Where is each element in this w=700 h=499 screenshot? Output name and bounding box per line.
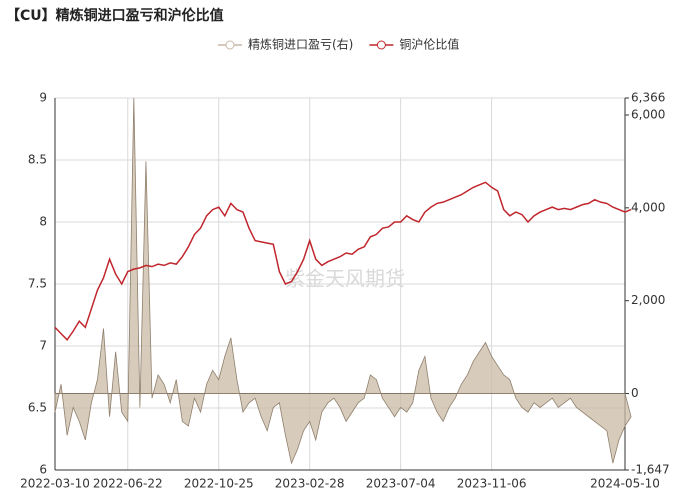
x-tick-label: 2023-07-04 <box>366 477 436 491</box>
y-tick-label: 8.5 <box>28 153 47 167</box>
y2-tick-label: 6,000 <box>631 107 665 121</box>
watermark: 紫金天风期货 <box>285 267 405 291</box>
y2-tick-label: 6,366 <box>631 91 665 105</box>
x-tick-label: 2022-03-10 <box>20 477 90 491</box>
x-tick-label: 2023-11-06 <box>457 477 527 491</box>
legend-label: 精炼铜进口盈亏(右) <box>248 37 353 52</box>
x-tick-label: 2023-02-28 <box>275 477 345 491</box>
area <box>54 97 632 465</box>
x-tick-label: 2022-10-25 <box>184 477 254 491</box>
y2-tick-label: 2,000 <box>631 293 665 307</box>
line <box>54 181 632 341</box>
y-tick-label: 6 <box>39 463 47 477</box>
y-tick-label: 7.5 <box>28 277 47 291</box>
y-tick-label: 8 <box>39 215 47 229</box>
y2-tick-label: 4,000 <box>631 200 665 214</box>
legend-marker <box>376 40 386 50</box>
y-tick-label: 9 <box>39 91 47 105</box>
y2-tick-label: 0 <box>631 386 639 400</box>
y-tick-label: 6.5 <box>28 401 47 415</box>
legend-label: 铜沪伦比值 <box>399 37 459 52</box>
legend-marker <box>225 40 235 50</box>
x-tick-label: 2022-06-22 <box>93 477 163 491</box>
y2-tick-label: -1,647 <box>631 463 670 477</box>
y-tick-label: 7 <box>39 339 47 353</box>
x-tick-label: 2024-05-10 <box>590 477 660 491</box>
chart-title: 【CU】精炼铜进口盈亏和沪伦比值 <box>6 7 224 24</box>
